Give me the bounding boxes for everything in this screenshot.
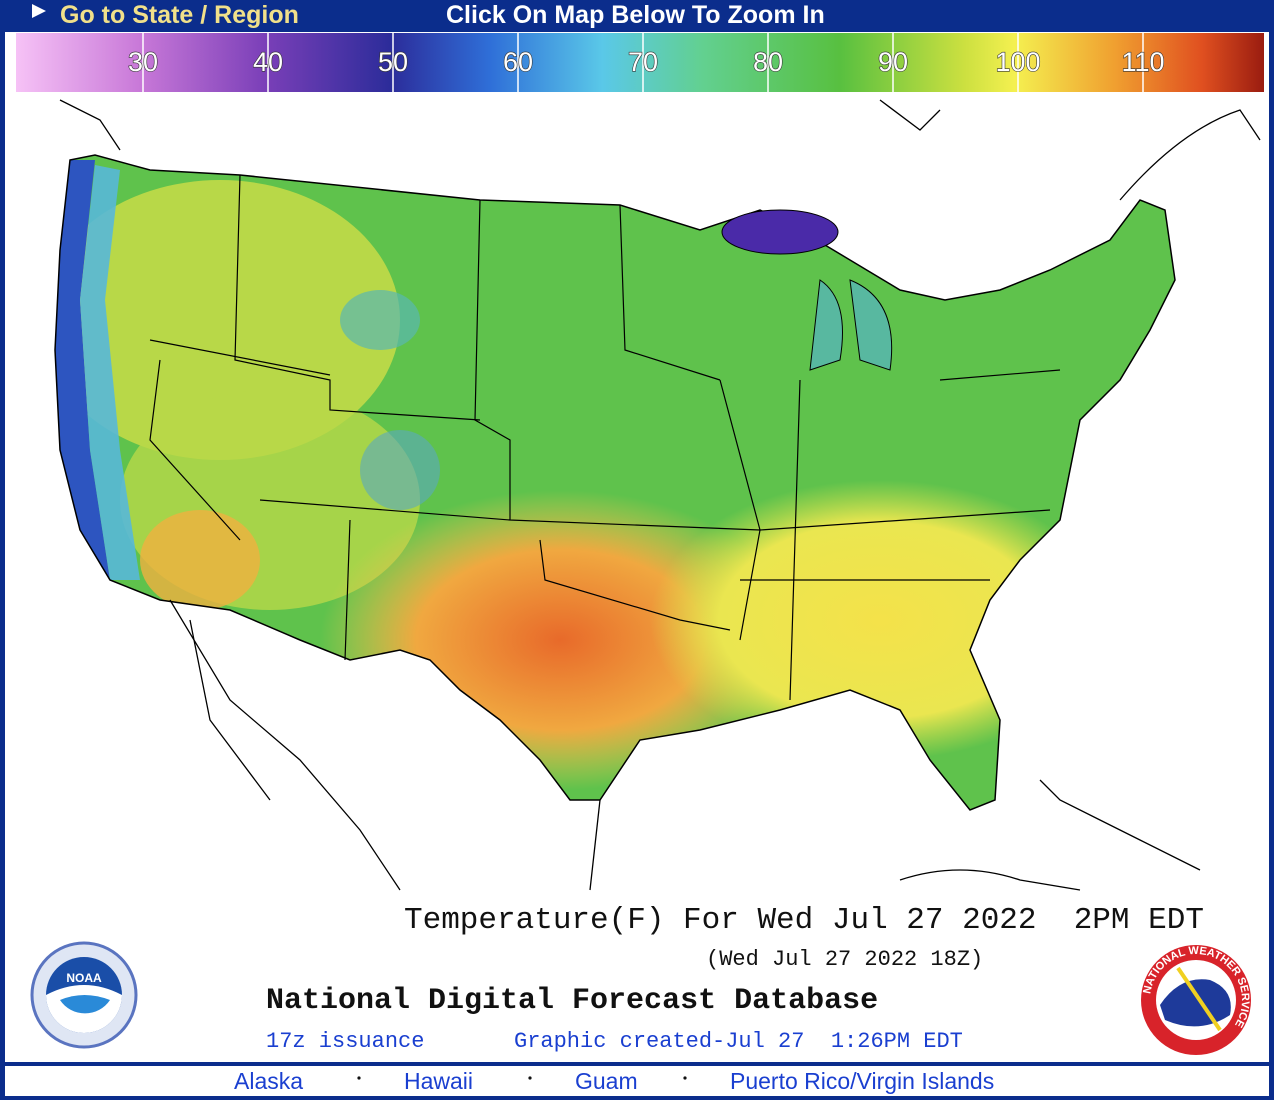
- legend-label: 80: [753, 47, 783, 77]
- arrow-icon: [32, 4, 46, 18]
- footer-bar: [5, 1066, 1269, 1096]
- legend-label: 60: [503, 47, 533, 77]
- separator: [357, 1076, 361, 1080]
- issuance: 17z issuance: [266, 1029, 424, 1054]
- map-subtitle: (Wed Jul 27 2022 18Z): [706, 947, 983, 972]
- state-link[interactable]: Go to State / Region: [60, 1, 299, 29]
- noaa-text: NOAA: [66, 971, 102, 985]
- legend-label: 30: [128, 47, 158, 77]
- noaa-logo: NOAA: [30, 941, 138, 1049]
- footer-link[interactable]: Puerto Rico/Virgin Islands: [730, 1068, 994, 1094]
- separator: [683, 1076, 687, 1080]
- legend-label: 50: [378, 47, 408, 77]
- created: Graphic created-Jul 27 1:26PM EDT: [514, 1029, 963, 1054]
- instruction: Click On Map Below To Zoom In: [446, 1, 825, 29]
- footer-rule: [5, 1062, 1269, 1065]
- legend-label: 40: [253, 47, 283, 77]
- footer-link[interactable]: Guam: [575, 1068, 638, 1094]
- footer-link[interactable]: Alaska: [234, 1068, 303, 1094]
- legend: 30 40 50 60 70 80 90 100 110: [127, 33, 1165, 92]
- nws-logo: NATIONAL WEATHER SERVICE: [1141, 945, 1251, 1055]
- source: National Digital Forecast Database: [266, 984, 878, 1018]
- legend-label: 100: [995, 47, 1040, 77]
- legend-label: 90: [878, 47, 908, 77]
- legend-label: 70: [628, 47, 658, 77]
- footer-link[interactable]: Hawaii: [404, 1068, 473, 1094]
- color-scale: [16, 33, 1264, 92]
- legend-label: 110: [1121, 47, 1164, 77]
- separator: [528, 1076, 532, 1080]
- footer-links: Alaska Hawaii Guam Puerto Rico/Virgin Islan…: [234, 1068, 994, 1094]
- map-title: Temperature(F) For Wed Jul 27 2022 2PM E…: [404, 903, 1204, 938]
